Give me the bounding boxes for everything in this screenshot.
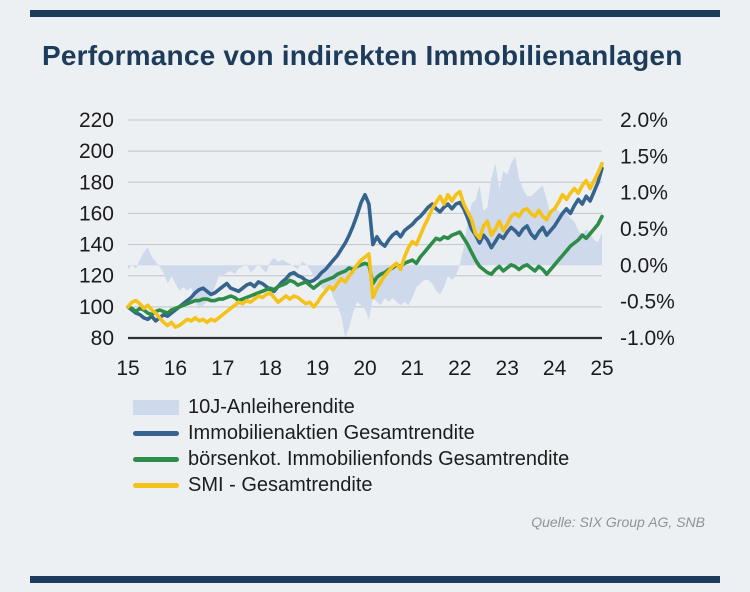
right-axis-label: 1.0% <box>620 182 668 205</box>
right-axis-label: 1.5% <box>620 145 668 168</box>
legend-label: Immobilienaktien Gesamtrendite <box>188 421 475 444</box>
legend-item-smi: SMI - Gesamtrendite <box>133 472 569 498</box>
chart-legend: 10J-Anleiherendite Immobilienaktien Gesa… <box>133 394 569 498</box>
right-axis-label: -1.0% <box>620 327 675 350</box>
x-axis-label: 24 <box>543 357 567 380</box>
right-axis-label: 2.0% <box>620 109 668 132</box>
right-axis-label: -0.5% <box>620 291 675 314</box>
x-axis-label: 22 <box>448 357 471 380</box>
left-axis-label: 80 <box>91 327 114 350</box>
x-axis-label: 19 <box>306 357 329 380</box>
left-axis-label: 160 <box>79 202 114 225</box>
green-line-swatch <box>133 456 179 462</box>
legend-item-immobilienaktien: Immobilienaktien Gesamtrendite <box>133 420 569 446</box>
right-axis-label: 0.0% <box>620 254 668 277</box>
x-axis-label: 15 <box>116 357 139 380</box>
left-axis-label: 180 <box>79 171 114 194</box>
left-axis-label: 120 <box>79 265 114 288</box>
legend-item-bond-yield: 10J-Anleiherendite <box>133 394 569 420</box>
x-axis-label: 16 <box>164 357 187 380</box>
right-axis-label: 0.5% <box>620 218 668 241</box>
x-axis-label: 18 <box>259 357 282 380</box>
series-line-2 <box>126 161 604 329</box>
legend-label: börsenkot. Immobilienfonds Gesamtrendite <box>188 447 570 470</box>
legend-item-immobilienfonds: börsenkot. Immobilienfonds Gesamtrendite <box>133 446 569 472</box>
left-axis-label: 140 <box>79 234 114 257</box>
area-swatch <box>133 399 179 415</box>
x-axis-label: 17 <box>211 357 234 380</box>
left-axis-label: 220 <box>79 109 114 132</box>
page-title: Performance von indirekten Immobilienanl… <box>42 40 683 71</box>
bottom-accent-bar <box>30 576 720 583</box>
x-axis-label: 20 <box>353 357 376 380</box>
legend-label: 10J-Anleiherendite <box>188 395 355 418</box>
series-line-1 <box>126 214 604 317</box>
series-line-0 <box>126 166 604 323</box>
blue-line-swatch <box>133 430 179 436</box>
top-accent-bar <box>30 10 720 17</box>
left-axis-label: 200 <box>79 140 114 163</box>
x-axis-label: 25 <box>590 357 613 380</box>
bond-yield-area <box>128 156 602 338</box>
legend-label: SMI - Gesamtrendite <box>188 473 373 496</box>
left-axis-label: 100 <box>79 296 114 319</box>
x-axis-label: 21 <box>401 357 424 380</box>
x-axis-label: 23 <box>496 357 519 380</box>
source-note: Quelle: SIX Group AG, SNB <box>531 514 705 530</box>
yellow-line-swatch <box>133 482 179 488</box>
